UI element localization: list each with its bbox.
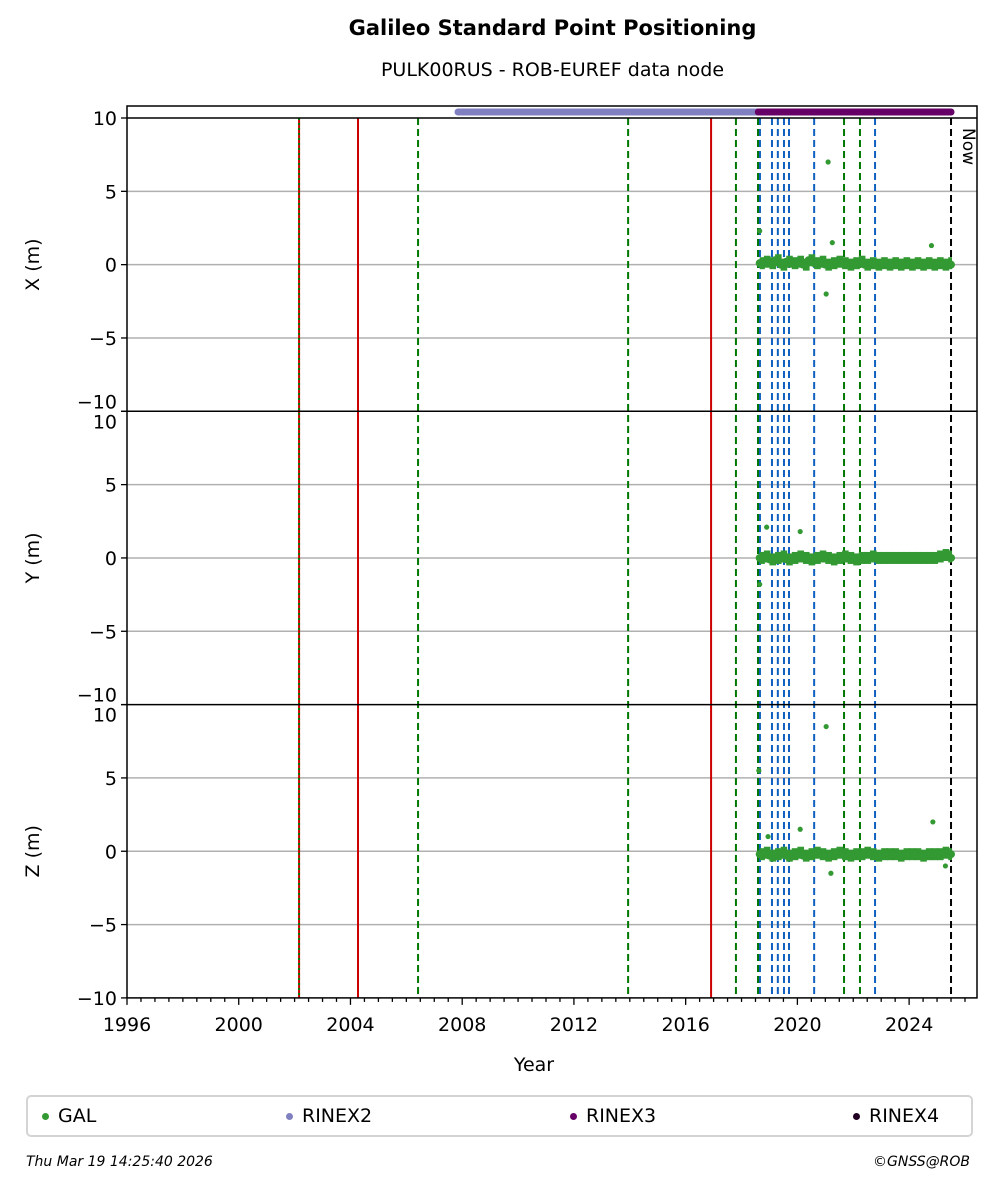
y-tick-label: 5 bbox=[105, 475, 117, 497]
chart-title: Galileo Standard Point Positioning bbox=[348, 16, 757, 40]
y-tick-label: 5 bbox=[105, 768, 117, 790]
gal-data-point bbox=[927, 850, 936, 859]
gal-outlier-point bbox=[757, 228, 763, 234]
legend-label: RINEX3 bbox=[586, 1105, 657, 1127]
gal-data-point bbox=[947, 553, 956, 562]
gal-data-point bbox=[877, 850, 886, 859]
x-axis-label: Year bbox=[513, 1054, 554, 1076]
gal-data-point bbox=[899, 850, 908, 859]
y-tick-label: 0 bbox=[105, 255, 117, 277]
gal-data-point bbox=[798, 260, 807, 269]
gal-outlier-point bbox=[942, 863, 949, 869]
gal-outlier-point bbox=[823, 291, 829, 297]
y-tick-label: 5 bbox=[105, 181, 117, 203]
gal-data-point bbox=[877, 553, 886, 562]
gal-outlier-point bbox=[765, 833, 771, 840]
y-axis-label: Y (m) bbox=[22, 532, 44, 584]
x-tick-label: 2004 bbox=[326, 1014, 374, 1036]
legend-item-rinex3: RINEX3 bbox=[570, 1105, 656, 1127]
footer-timestamp: Thu Mar 19 14:25:40 2026 bbox=[26, 1154, 213, 1170]
gal-data-point bbox=[905, 553, 914, 562]
gal-data-point bbox=[893, 553, 902, 562]
legend-label: RINEX4 bbox=[869, 1105, 940, 1127]
legend-item-gal: GAL bbox=[42, 1105, 96, 1127]
y-tick-label: −10 bbox=[77, 391, 117, 413]
gal-outlier-point bbox=[823, 723, 829, 730]
gal-outlier-point bbox=[828, 870, 834, 876]
gal-data-point bbox=[921, 850, 930, 859]
y-tick-label: 0 bbox=[105, 841, 117, 863]
legend: GAL RINEX2 RINEX3 RINEX4 bbox=[26, 1095, 973, 1137]
gal-outlier-point bbox=[825, 159, 831, 165]
x-tick-label: 2024 bbox=[885, 1014, 933, 1036]
footer-credit: ©GNSS@ROB bbox=[873, 1154, 970, 1170]
gal-data-point bbox=[899, 553, 908, 562]
gal-data-point bbox=[882, 553, 891, 562]
x-tick-label: 2008 bbox=[438, 1014, 486, 1036]
chart-subtitle: PULK00RUS - ROB-EUREF data node bbox=[380, 59, 725, 81]
legend-label: RINEX2 bbox=[302, 1105, 373, 1127]
x-tick-label: 2012 bbox=[550, 1014, 598, 1036]
gal-data-point bbox=[871, 553, 880, 562]
gal-outlier-point bbox=[797, 528, 803, 535]
legend-marker-icon bbox=[570, 1112, 577, 1120]
gal-data-point bbox=[888, 553, 897, 562]
y-tick-label: −10 bbox=[77, 988, 117, 1010]
gal-data-point bbox=[854, 553, 863, 562]
now-label: Now bbox=[958, 128, 978, 165]
x-tick-label: 2016 bbox=[661, 1014, 709, 1036]
gal-data-point bbox=[947, 850, 956, 859]
legend-item-rinex2: RINEX2 bbox=[286, 1105, 372, 1127]
y-tick-label: 10 bbox=[93, 108, 117, 130]
legend-marker-icon bbox=[42, 1112, 49, 1120]
plot-frame bbox=[126, 105, 978, 999]
gal-outlier-point bbox=[928, 242, 935, 249]
gal-outlier-point bbox=[829, 240, 835, 246]
gal-outlier-point bbox=[930, 819, 936, 825]
gal-data-point bbox=[849, 850, 858, 859]
gal-data-point bbox=[905, 850, 914, 859]
gal-data-point bbox=[916, 553, 925, 562]
y-axis-label: Z (m) bbox=[22, 825, 44, 877]
x-tick-label: 2020 bbox=[773, 1014, 821, 1036]
legend-marker-icon bbox=[853, 1112, 860, 1120]
gal-data-point bbox=[921, 553, 930, 562]
legend-label: GAL bbox=[58, 1105, 97, 1127]
y-tick-label: 10 bbox=[93, 411, 117, 433]
gal-outlier-point bbox=[764, 524, 770, 530]
y-tick-label: −5 bbox=[89, 328, 117, 350]
legend-marker-icon bbox=[286, 1112, 293, 1120]
gal-data-point bbox=[771, 256, 780, 265]
x-tick-label: 2000 bbox=[215, 1014, 263, 1036]
gal-data-point bbox=[947, 260, 956, 269]
y-tick-label: −5 bbox=[89, 621, 117, 643]
gal-data-point bbox=[882, 850, 891, 859]
gal-outlier-point bbox=[757, 581, 763, 587]
y-tick-label: 10 bbox=[93, 705, 117, 727]
y-tick-label: −5 bbox=[89, 915, 117, 937]
legend-item-rinex4: RINEX4 bbox=[853, 1105, 939, 1127]
y-tick-label: −10 bbox=[77, 685, 117, 707]
gal-outlier-point bbox=[756, 767, 762, 774]
x-tick-label: 1996 bbox=[103, 1014, 151, 1036]
y-axis-label: X (m) bbox=[22, 238, 44, 290]
y-tick-label: 0 bbox=[105, 548, 117, 570]
gal-data-point bbox=[910, 553, 919, 562]
gal-outlier-point bbox=[797, 826, 803, 832]
